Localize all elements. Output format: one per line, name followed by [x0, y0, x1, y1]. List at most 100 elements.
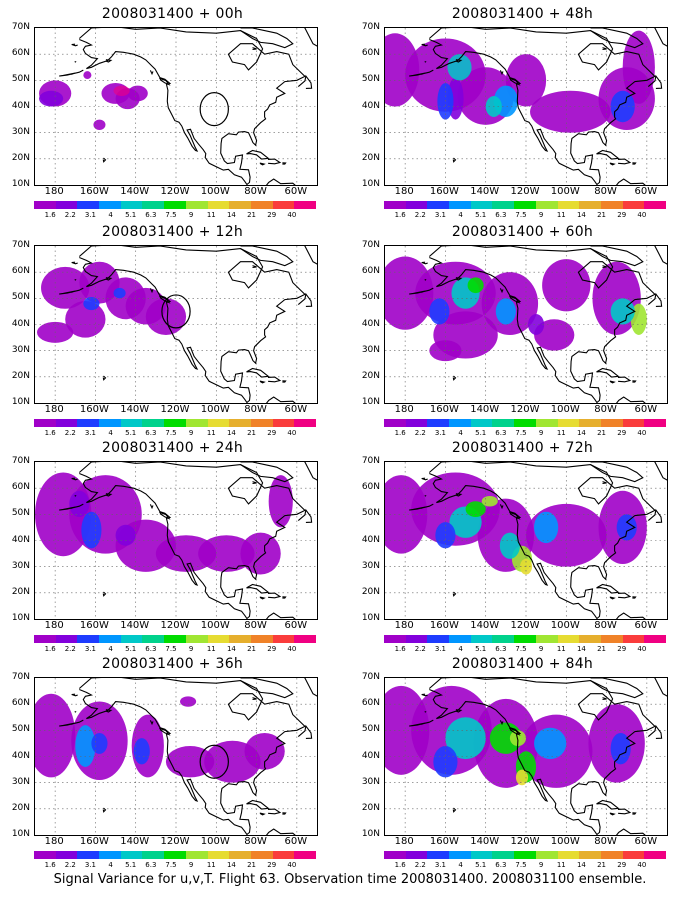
lon-tick-label: 120W	[510, 620, 540, 631]
coastline	[590, 28, 644, 49]
coastline	[654, 462, 667, 481]
coastline	[421, 261, 428, 265]
coastline	[615, 828, 646, 835]
lat-tick-label: 10N	[361, 179, 380, 189]
lon-tick-label: 60W	[634, 404, 658, 415]
colorbar-level-label: 6.3	[495, 645, 507, 653]
variance-contour	[113, 85, 130, 97]
coastline	[509, 511, 521, 520]
colorbar-swatch	[164, 851, 186, 859]
coastline	[259, 596, 266, 600]
lon-tick-label: 80W	[244, 186, 267, 197]
colorbar-level-label: 14	[226, 211, 236, 219]
colorbar-level-label: 6.3	[495, 211, 507, 219]
colorbar-swatch	[120, 419, 143, 427]
coastline	[105, 59, 113, 63]
colorbar-level-label: 9	[538, 211, 544, 219]
lon-tick-label: 80W	[594, 404, 617, 415]
coastline	[240, 678, 294, 699]
lat-tick-label: 60N	[361, 48, 380, 59]
colorbar-level-label: 6.3	[145, 429, 157, 437]
coastline	[282, 162, 287, 165]
lon-tick-label: 80W	[594, 836, 617, 847]
colorbar-level-label: 14	[576, 645, 586, 653]
colorbar-swatch	[99, 635, 121, 643]
colorbar-level-label: 21	[247, 861, 257, 869]
coastline	[252, 697, 257, 701]
colorbar-swatch	[600, 851, 623, 859]
variance-contour	[145, 298, 187, 335]
colorbar-swatch	[250, 419, 273, 427]
lat-tick-label: 50N	[11, 292, 30, 303]
lon-tick-label: 180	[44, 186, 64, 197]
colorbar-level-label: 4	[108, 429, 113, 437]
map-frame	[34, 461, 318, 620]
coastline	[297, 74, 313, 89]
colorbar-swatch	[272, 635, 295, 643]
coastline	[602, 47, 607, 51]
colorbar-level-label: 1.6	[44, 429, 56, 437]
lon-tick-label: 120W	[510, 186, 540, 197]
variance-map	[385, 462, 667, 619]
lon-tick-label: 60W	[634, 186, 658, 197]
lat-tick-label: 40N	[361, 318, 380, 329]
colorbar-swatch	[294, 635, 316, 643]
colorbar-level-label: 11	[556, 429, 566, 437]
colorbar-swatch	[384, 201, 406, 209]
lat-tick-label: 60N	[11, 698, 30, 709]
colorbar-swatch	[492, 635, 515, 643]
coastline	[609, 162, 616, 166]
variance-contour	[429, 298, 450, 325]
variance-map	[35, 28, 317, 185]
colorbar-level-label: 14	[576, 211, 586, 219]
colorbar-level-label: 4	[458, 861, 463, 869]
coastline	[78, 678, 306, 835]
colorbar	[34, 851, 316, 859]
coastline	[590, 678, 644, 699]
colorbar-level-label: 29	[617, 861, 627, 869]
colorbar-level-label: 40	[287, 211, 297, 219]
panel-title: 2008031400 + 12h	[101, 224, 244, 240]
coastline	[647, 74, 663, 89]
lon-tick-label: 140W	[120, 404, 150, 415]
panel-title: 2008031400 + 72h	[451, 440, 594, 456]
colorbar-swatch	[405, 635, 428, 643]
lat-tick-label: 70N	[361, 240, 380, 250]
lon-tick-label: 100W	[200, 404, 230, 415]
coastline	[428, 462, 656, 619]
lat-tick-label: 60N	[361, 698, 380, 709]
coastline	[409, 719, 434, 727]
lat-tick-label: 30N	[361, 776, 380, 787]
coastline	[602, 265, 607, 269]
panel-title: 2008031400 + 84h	[451, 656, 594, 672]
colorbar-swatch	[449, 419, 471, 427]
lat-tick-label: 10N	[11, 179, 30, 189]
lon-tick-label: 180	[44, 620, 64, 631]
lat-tick-label: 50N	[361, 292, 380, 303]
lon-tick-label: 120W	[510, 836, 540, 847]
lon-tick-label: 60W	[284, 836, 308, 847]
colorbar-level-label: 1.6	[44, 211, 56, 219]
colorbar-swatch	[185, 851, 208, 859]
colorbar-level-label: 6.3	[495, 861, 507, 869]
coastline	[424, 60, 427, 63]
colorbar-swatch	[622, 851, 645, 859]
coastline	[632, 380, 637, 383]
colorbar-level-label: 29	[267, 211, 277, 219]
coastline	[609, 596, 616, 600]
colorbar-swatch	[164, 201, 186, 209]
colorbar-level-label: 3.1	[434, 861, 446, 869]
colorbar-level-label: 5.1	[125, 645, 137, 653]
variance-contour	[244, 732, 285, 770]
colorbar-level-label: 4	[108, 211, 113, 219]
colorbar-swatch	[99, 851, 121, 859]
coastline	[246, 149, 270, 160]
colorbar-level-label: 9	[538, 645, 544, 653]
colorbar-level-label: 3.1	[84, 211, 96, 219]
colorbar-level-label: 29	[617, 645, 627, 653]
coastline	[428, 678, 656, 835]
coastline	[78, 246, 306, 403]
lat-tick-label: 40N	[11, 750, 30, 761]
colorbar-swatch	[514, 419, 536, 427]
colorbar	[34, 201, 316, 209]
